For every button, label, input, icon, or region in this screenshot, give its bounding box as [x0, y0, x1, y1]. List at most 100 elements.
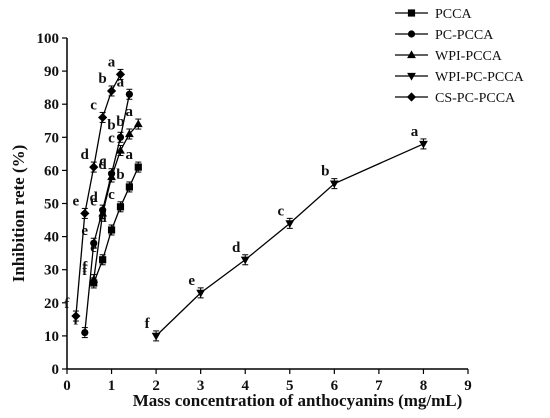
data-point — [125, 183, 133, 191]
significance-label: b — [116, 167, 124, 183]
data-point — [285, 220, 295, 228]
significance-label: e — [81, 223, 88, 239]
data-point — [419, 140, 428, 149]
x-tick-label: 1 — [108, 378, 116, 394]
data-point — [81, 328, 89, 337]
plot-series: fedcbafedcbafedcbafedcbafedcba — [64, 54, 428, 342]
data-point — [133, 119, 143, 128]
significance-label: f — [82, 260, 88, 276]
significance-label: b — [321, 164, 329, 180]
data-point — [329, 180, 339, 189]
x-ticks: 0 1 2 3 4 5 6 7 8 9 — [63, 369, 472, 394]
series-wpi-pc-pcca: f e d c b a — [145, 124, 428, 342]
significance-label: a — [126, 147, 134, 163]
significance-label: e — [72, 193, 79, 209]
legend-label: WPI-PC-PCCA — [435, 70, 525, 85]
data-point — [89, 162, 99, 172]
significance-label: d — [232, 240, 241, 256]
legend-marker — [406, 92, 417, 102]
legend-item: PC-PCCA — [395, 28, 494, 43]
series-line — [84, 94, 131, 333]
significance-label: a — [108, 54, 116, 70]
significance-label: e — [188, 273, 195, 289]
significance-label: b — [98, 71, 106, 87]
x-tick-label: 0 — [63, 378, 71, 394]
axes — [66, 38, 468, 370]
x-tick-label: 8 — [420, 378, 428, 394]
legend-label: PC-PCCA — [435, 28, 494, 43]
y-tick-label: 20 — [44, 296, 59, 312]
significance-label: a — [126, 104, 134, 120]
data-point — [90, 239, 98, 247]
legend-marker — [407, 9, 416, 17]
significance-label: b — [116, 114, 124, 130]
y-tick-label: 60 — [44, 163, 59, 179]
y-tick-label: 30 — [44, 263, 59, 279]
y-axis-title: Inhibition rete (%) — [9, 145, 28, 283]
legend: PCCA PC-PCCA WPI-PCCA WPI-PC-PCCA CS-PC-PCCA — [395, 7, 525, 106]
legend-label: CS-PC-PCCA — [435, 91, 516, 106]
y-ticks: 0 10 20 30 40 50 60 70 80 90 100 — [37, 31, 67, 378]
series-line — [155, 143, 424, 337]
significance-label: b — [107, 117, 115, 133]
y-tick-label: 100 — [37, 31, 60, 47]
data-point — [116, 145, 125, 154]
data-point — [99, 256, 107, 264]
y-tick-label: 70 — [44, 130, 59, 146]
data-point — [116, 203, 125, 211]
legend-marker — [407, 50, 416, 59]
data-point — [98, 208, 108, 217]
significance-label: c — [99, 154, 106, 170]
y-tick-label: 80 — [44, 97, 59, 113]
significance-label: f — [145, 316, 151, 332]
x-tick-label: 4 — [241, 378, 249, 394]
significance-label: c — [108, 131, 115, 147]
legend-label: PCCA — [435, 7, 472, 22]
x-tick-label: 6 — [331, 378, 339, 394]
significance-label: a — [117, 74, 125, 90]
y-tick-label: 40 — [44, 230, 59, 246]
legend-marker — [407, 72, 416, 81]
data-point — [240, 256, 250, 265]
significance-label: c — [108, 187, 115, 203]
data-point — [89, 275, 99, 283]
x-tick-label: 9 — [464, 378, 472, 394]
data-point — [107, 226, 116, 234]
data-point — [71, 311, 81, 321]
legend-item: WPI-PCCA — [395, 49, 503, 64]
data-point — [125, 90, 133, 98]
significance-label: c — [277, 203, 284, 219]
data-point — [115, 69, 126, 80]
significance-label: d — [89, 190, 98, 206]
y-tick-label: 90 — [44, 64, 59, 80]
significance-label: d — [98, 157, 107, 173]
x-tick-label: 5 — [286, 378, 294, 394]
significance-label: d — [81, 147, 90, 163]
legend-item: CS-PC-PCCA — [395, 91, 516, 106]
legend-item: WPI-PC-PCCA — [395, 70, 525, 85]
significance-label: e — [90, 193, 97, 209]
significance-label: a — [411, 124, 419, 140]
legend-marker — [407, 30, 416, 38]
data-point — [106, 86, 117, 96]
x-tick-label: 3 — [197, 378, 205, 394]
data-point — [151, 332, 161, 341]
y-tick-label: 10 — [44, 329, 59, 345]
legend-item: PCCA — [395, 7, 472, 22]
data-point — [124, 129, 134, 138]
x-tick-label: 2 — [152, 378, 160, 394]
y-tick-label: 50 — [44, 197, 59, 213]
data-point — [134, 163, 142, 171]
significance-label: f — [64, 296, 70, 312]
data-point — [98, 112, 108, 123]
data-point — [80, 208, 90, 219]
y-tick-label: 0 — [52, 362, 60, 378]
significance-label: c — [90, 97, 97, 113]
x-tick-label: 7 — [375, 378, 383, 394]
legend-label: WPI-PCCA — [435, 49, 503, 64]
x-axis-title: Mass concentration of anthocyanins (mg/m… — [133, 391, 463, 410]
data-point — [107, 172, 116, 181]
